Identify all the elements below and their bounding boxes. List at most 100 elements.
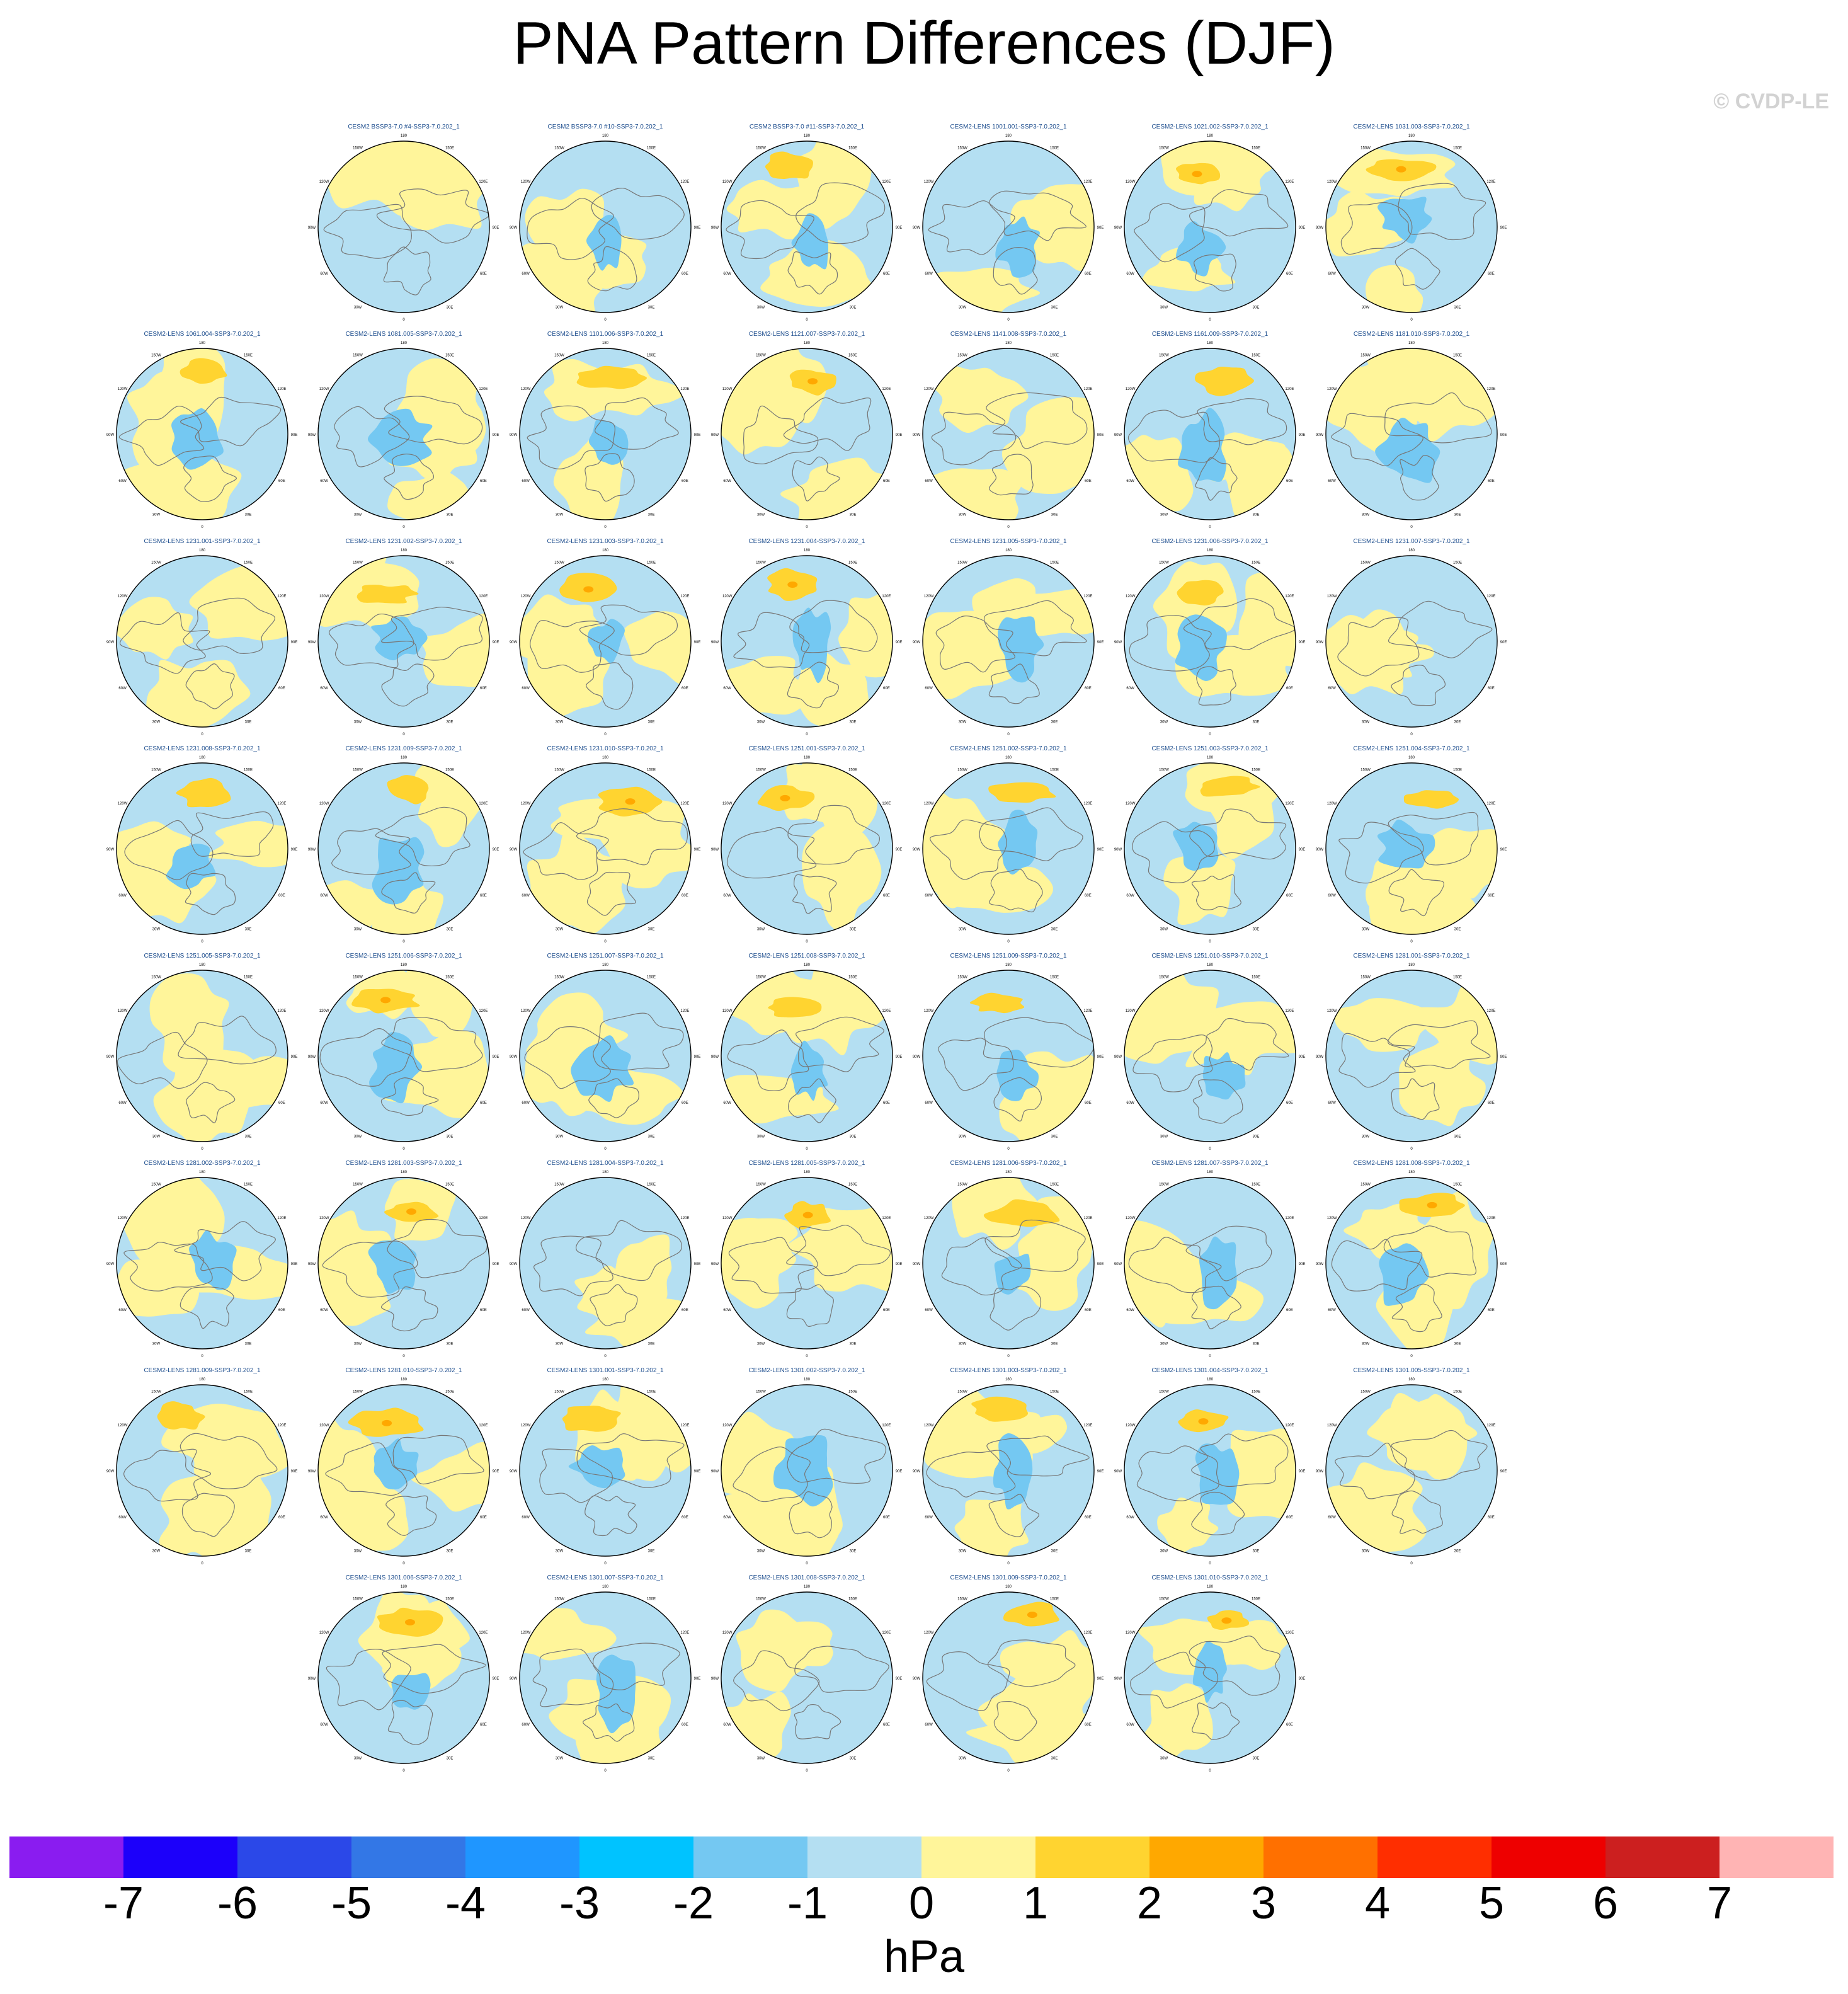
longitude-label: 90E	[896, 1677, 903, 1681]
longitude-label: 120E	[1486, 1217, 1495, 1220]
longitude-label: 150W	[554, 561, 564, 565]
map-panel: CESM2-LENS 1281.006-SSP3-7.0.202_1 180 150…	[913, 1160, 1104, 1358]
coastline	[384, 454, 434, 500]
coastline	[119, 612, 210, 674]
panel-title: CESM2-LENS 1141.008-SSP3-7.0.202_1	[950, 331, 1067, 338]
map-border	[519, 1384, 692, 1557]
positive-peak	[787, 581, 798, 588]
colorbar-tick-label: 3	[1251, 1878, 1276, 1928]
negative-core	[188, 1230, 237, 1290]
positive-peak	[802, 1212, 813, 1218]
map-field	[721, 556, 893, 727]
longitude-label: 120E	[1083, 1217, 1092, 1220]
map-panel: CESM2-LENS 1231.010-SSP3-7.0.202_1 180 150…	[510, 745, 701, 944]
longitude-label: 30E	[245, 1342, 252, 1346]
coastline	[990, 1285, 1042, 1331]
positive-region	[1124, 435, 1194, 516]
coastline	[382, 1644, 486, 1694]
longitude-label: 30E	[1051, 720, 1058, 724]
map-panel: CESM2-LENS 1231.008-SSP3-7.0.202_1 180 150…	[106, 745, 298, 944]
longitude-label: 60W	[320, 687, 328, 690]
longitude-label: 60W	[522, 479, 530, 483]
longitude-label: 150E	[1252, 1390, 1260, 1394]
coastline	[383, 246, 431, 295]
coastline	[1189, 189, 1289, 237]
longitude-label: 90W	[308, 1677, 316, 1681]
longitude-label: 150E	[848, 561, 857, 565]
longitude-label: 120W	[722, 802, 733, 806]
longitude-label: 0	[1007, 525, 1010, 529]
map-field	[923, 556, 1094, 727]
map-border	[922, 762, 1095, 935]
longitude-label: 120W	[1327, 180, 1337, 184]
longitude-label: 0	[1209, 733, 1211, 736]
longitude-label: 60W	[118, 1101, 127, 1105]
longitude-label: 120W	[118, 1009, 128, 1013]
panel-title: CESM2-LENS 1281.002-SSP3-7.0.202_1	[144, 1160, 261, 1167]
longitude-label: 120W	[722, 1424, 733, 1428]
longitude-label: 150W	[151, 769, 161, 772]
longitude-label: 30W	[757, 927, 765, 931]
longitude-label: 60W	[320, 272, 328, 276]
longitude-label: 30E	[1253, 306, 1260, 309]
longitude-label: 120W	[924, 1217, 934, 1220]
positive-region	[726, 180, 821, 239]
panel-title: CESM2-LENS 1181.010-SSP3-7.0.202_1	[1354, 331, 1470, 338]
longitude-label: 180	[602, 1585, 609, 1589]
longitude-label: 60W	[723, 1309, 731, 1312]
map-border	[519, 762, 692, 935]
longitude-label: 90W	[510, 641, 518, 645]
positive-region	[523, 1024, 598, 1116]
longitude-label: 30E	[1454, 1549, 1461, 1553]
coastline	[1193, 1017, 1289, 1071]
longitude-label: 90W	[1316, 641, 1324, 645]
map-border	[922, 1591, 1095, 1764]
longitude-label: 90W	[1114, 641, 1122, 645]
panel-title: CESM2-LENS 1231.010-SSP3-7.0.202_1	[547, 745, 664, 752]
longitude-label: 120E	[1486, 387, 1495, 391]
longitude-label: 150W	[353, 976, 363, 980]
map-field	[1326, 763, 1497, 934]
map-panel: CESM2-LENS 1001.001-SSP3-7.0.202_1 180 150…	[913, 123, 1104, 322]
coastline	[334, 406, 410, 467]
longitude-label: 0	[806, 1147, 808, 1151]
coastline	[938, 1038, 1014, 1091]
positive-region	[796, 763, 878, 845]
map-panel: CESM2-LENS 1301.002-SSP3-7.0.202_1 180 150…	[711, 1367, 903, 1566]
longitude-label: 150E	[848, 147, 857, 151]
longitude-label: 60W	[320, 1516, 328, 1520]
longitude-label: 150E	[445, 1183, 454, 1187]
negative-core	[998, 616, 1044, 683]
longitude-label: 180	[199, 756, 206, 760]
negative-core	[1379, 1243, 1429, 1306]
longitude-label: 30W	[959, 720, 967, 724]
longitude-label: 60E	[480, 479, 487, 483]
coastline	[381, 1286, 438, 1332]
coastline	[381, 607, 483, 661]
coastline	[986, 1435, 1090, 1477]
longitude-label: 150W	[1159, 976, 1169, 980]
longitude-label: 120E	[1285, 802, 1294, 806]
positive-core	[1195, 366, 1255, 396]
longitude-label: 30E	[245, 513, 252, 517]
longitude-label: 0	[1410, 1147, 1413, 1151]
longitude-label: 120E	[1486, 595, 1495, 599]
longitude-label: 150E	[1050, 354, 1059, 358]
longitude-label: 60E	[1085, 1723, 1092, 1727]
longitude-label: 90W	[1114, 848, 1122, 852]
longitude-label: 150E	[1252, 1598, 1260, 1602]
map-field	[1124, 1385, 1296, 1556]
map-border	[721, 970, 893, 1142]
longitude-label: 60E	[1085, 1516, 1092, 1520]
coastline	[178, 1016, 277, 1065]
map-panel: CESM2-LENS 1141.008-SSP3-7.0.202_1 180 150…	[913, 331, 1104, 529]
positive-region	[721, 656, 818, 715]
map-panel: CESM2-LENS 1281.008-SSP3-7.0.202_1 180 150…	[1316, 1160, 1507, 1358]
longitude-label: 120W	[722, 595, 733, 599]
map-border	[922, 140, 1095, 313]
positive-core	[1403, 790, 1459, 809]
map-panel: CESM2-LENS 1231.006-SSP3-7.0.202_1 180 150…	[1114, 538, 1306, 736]
longitude-label: 60E	[480, 1516, 487, 1520]
longitude-label: 60E	[1286, 479, 1293, 483]
coastline	[576, 1433, 685, 1488]
